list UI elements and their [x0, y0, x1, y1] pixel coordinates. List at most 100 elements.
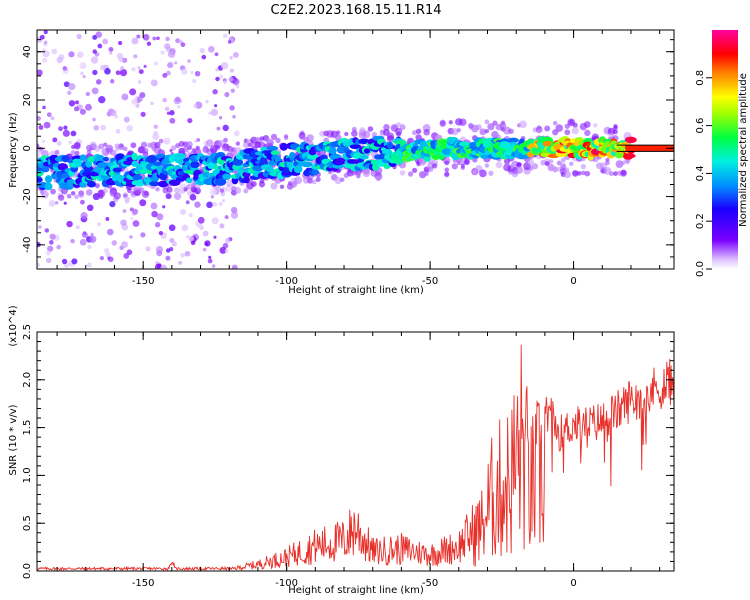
heatmap-cell [80, 199, 85, 205]
heatmap-cell [293, 165, 303, 174]
heatmap-cell [202, 247, 207, 252]
heatmap-cell [451, 128, 459, 136]
heatmap-cell [306, 134, 314, 142]
heatmap-cell [243, 176, 250, 184]
heatmap-cell [499, 122, 507, 129]
heatmap-cell [508, 128, 514, 135]
heatmap-cell [66, 193, 72, 199]
heatmap-cell [300, 161, 313, 168]
heatmap-cell [41, 190, 49, 199]
heatmap-cell [130, 217, 134, 221]
heatmap-cell [193, 104, 198, 109]
heatmap-cell [299, 134, 305, 140]
heatmap-cell [212, 89, 218, 95]
heatmap-cell [243, 188, 249, 194]
heatmap-cell [123, 116, 130, 123]
heatmap-cell [194, 187, 202, 195]
heatmap-cell [100, 64, 106, 71]
heatmap-cell [129, 235, 133, 239]
heatmap-cell [158, 180, 169, 188]
heatmap-cell [164, 43, 171, 50]
snr-x-label: Height of straight line (km) [288, 585, 424, 596]
y-tick-label: 1.5 [22, 420, 33, 436]
heatmap-cell [213, 235, 217, 239]
heatmap-cell [43, 30, 48, 35]
heatmap-cell [74, 150, 80, 156]
heatmap-cell [42, 57, 48, 63]
heatmap-cell [98, 143, 105, 150]
figure-title: C2E2.2023.168.15.11.R14 [270, 3, 441, 18]
heatmap-cell [444, 171, 450, 177]
heatmap-cell [173, 187, 180, 193]
heatmap-cell [121, 241, 129, 249]
heatmap-cell [215, 76, 220, 82]
y-tick-label: 0.5 [22, 515, 33, 531]
heatmap-cell [158, 138, 164, 144]
heatmap-cell [44, 182, 53, 191]
heatmap-cell [581, 170, 586, 176]
x-tick-label: -100 [275, 578, 298, 589]
heatmap-cell [79, 238, 87, 246]
heatmap-cell [432, 163, 438, 169]
heatmap-cell [211, 217, 219, 225]
heatmap-cell [178, 140, 185, 147]
heatmap-cell [131, 67, 136, 72]
heatmap-cell [215, 177, 227, 186]
heatmap-cell [50, 116, 55, 121]
heatmap-cell [105, 217, 110, 221]
colorbar-gradient [712, 30, 738, 269]
heatmap-cell [155, 187, 160, 192]
heatmap-cell [57, 194, 65, 201]
heatmap-cell [86, 149, 92, 155]
spectrogram-heatmap [37, 30, 674, 269]
heatmap-cell [568, 119, 574, 125]
heatmap-cell [620, 170, 627, 177]
heatmap-cell [146, 41, 152, 46]
heatmap-cell [118, 143, 125, 151]
heatmap-cell [221, 199, 225, 203]
heatmap-cell [224, 238, 231, 244]
heatmap-cell [97, 222, 102, 227]
heatmap-cell [46, 257, 52, 264]
heatmap-cell [572, 170, 579, 177]
heatmap-cell [163, 137, 171, 145]
heatmap-cell [79, 108, 86, 115]
heatmap-cell [115, 70, 121, 76]
colorbar-tick-label: 0.8 [695, 70, 706, 86]
heatmap-cell [488, 170, 494, 176]
heatmap-cell [234, 187, 242, 194]
heatmap-cell [220, 191, 226, 197]
heatmap-cell [259, 156, 268, 165]
heatmap-cell [176, 104, 181, 109]
heatmap-cell [226, 179, 234, 187]
heatmap-cell [167, 50, 176, 58]
heatmap-cell [44, 228, 50, 233]
heatmap-cell [229, 68, 235, 73]
heatmap-cell [340, 177, 345, 182]
heatmap-cell [158, 230, 164, 236]
snr-y-label: SNR (10 * v/v) [8, 404, 19, 475]
heatmap-cell [81, 231, 88, 238]
heatmap-cell [70, 150, 76, 156]
x-tick-label: 0 [570, 578, 576, 589]
heatmap-cell [110, 149, 117, 156]
heatmap-cell [556, 160, 562, 166]
heatmap-cell [108, 46, 114, 52]
heatmap-cell [120, 66, 125, 71]
heatmap-cell [604, 160, 610, 166]
heatmap-cell [49, 233, 56, 240]
heatmap-cell [456, 128, 461, 133]
heatmap-cell [41, 139, 46, 143]
heatmap-cell [137, 66, 141, 70]
heatmap-cell [185, 200, 190, 205]
heatmap-cell [613, 171, 618, 176]
heatmap-cell [584, 129, 591, 137]
heatmap-cell [51, 48, 58, 55]
heatmap-cell [92, 49, 97, 54]
heatmap-cell [359, 155, 369, 160]
heatmap-cell [43, 40, 48, 45]
heatmap-cell [232, 51, 239, 58]
heatmap-cell [383, 123, 390, 131]
heatmap-cell [399, 124, 406, 131]
heatmap-cell [150, 101, 154, 106]
